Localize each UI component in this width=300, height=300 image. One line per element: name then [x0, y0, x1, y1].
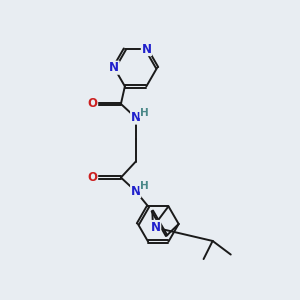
- Text: O: O: [88, 98, 98, 110]
- Text: N: N: [151, 220, 161, 233]
- Text: H: H: [140, 107, 148, 118]
- Text: H: H: [140, 181, 148, 191]
- Text: N: N: [109, 61, 119, 74]
- Text: O: O: [88, 171, 98, 184]
- Text: N: N: [130, 184, 141, 198]
- Text: N: N: [130, 111, 141, 124]
- Text: N: N: [141, 43, 152, 56]
